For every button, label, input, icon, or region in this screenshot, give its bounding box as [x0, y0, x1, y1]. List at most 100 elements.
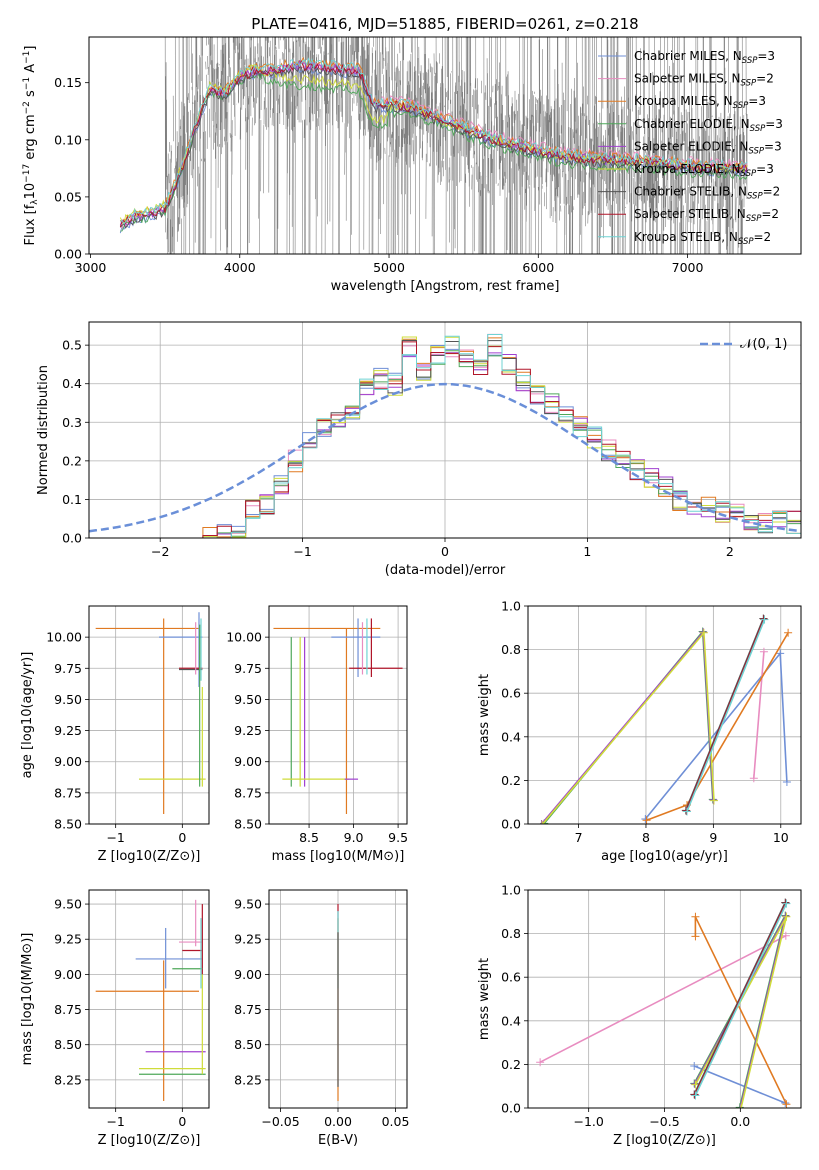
residual-histogram-chabrier-stelib [188, 340, 801, 538]
y-tick-label: 0.2 [501, 773, 521, 788]
x-axis-label: (data-model)/error [385, 563, 506, 578]
x-tick-label: 0.0 [730, 1114, 750, 1129]
y-label-part: ] [23, 46, 38, 51]
y-axis-label: mass [log10(M/M⊙)] [20, 933, 35, 1066]
y-axis-label: age [log10(age/yr)] [20, 652, 35, 779]
panels-layer: 3000 4000 5000 6000 70000.000.050.100.15Chab… [20, 36, 802, 1148]
x-axis-label: wavelength [Angstrom, rest frame] [331, 279, 560, 294]
y-tick-label: 0.0 [501, 817, 521, 832]
x-tick-label: 9.5 [388, 830, 408, 845]
y-tick-label: 0.4 [62, 376, 82, 391]
y-label-part: Flux [f [23, 204, 38, 245]
x-tick-label: −1.0 [573, 1114, 603, 1129]
y-tick-label: 8.75 [54, 785, 82, 800]
weight-marker [782, 912, 791, 921]
legend-label-sub: SSP [748, 146, 764, 156]
weight-marker [683, 807, 692, 816]
legend-label-main: Kroupa ELODIE, N [634, 162, 741, 176]
spectrum-plot-area [119, 37, 748, 254]
y-tick-label: 0.5 [62, 338, 82, 353]
y-tick-label: 10.00 [226, 630, 262, 645]
y-axis-label: mass weight [477, 958, 492, 1040]
weight-marker [537, 820, 546, 824]
y-tick-label: 9.00 [234, 967, 262, 982]
legend-label: Chabrier MILES, NSSP=3 [634, 49, 775, 66]
weight-marker [642, 816, 651, 824]
y-tick-label: 9.50 [234, 897, 262, 912]
legend-label-main: Kroupa MILES, N [634, 94, 733, 108]
axes-frame [88, 321, 802, 539]
y-tick-label: 8.75 [234, 1002, 262, 1017]
weight-marker [749, 774, 758, 783]
x-tick-label: 4000 [224, 260, 256, 275]
weight-marker [541, 820, 543, 824]
x-tick-label: 7000 [672, 260, 704, 275]
weight-marker [784, 628, 793, 637]
weight-marker [691, 932, 700, 941]
weight-marker [781, 931, 790, 940]
y-label-part: λ [30, 199, 40, 205]
weight-marker [782, 899, 791, 908]
y-label-part: −2 [22, 101, 32, 114]
y-tick-label: 0.1 [62, 492, 82, 507]
y-tick-label: 8.75 [234, 785, 262, 800]
y-tick-label: 9.00 [54, 754, 82, 769]
legend-label-suffix: =3 [765, 117, 783, 131]
weight-marker [536, 1058, 545, 1067]
weight-line-chabrier-miles [693, 1065, 786, 1104]
x-axis-label: mass [log10(M/M⊙)] [272, 849, 405, 864]
y-label-part: erg cm [23, 114, 38, 163]
legend-label: Chabrier ELODIE, NSSP=3 [634, 117, 783, 134]
spectrum-panel: 3000 4000 5000 6000 7000 0.00 0.05 0.10 0.15 Chab… [22, 36, 802, 294]
axes-frame [527, 605, 802, 825]
y-tick-label: 8.50 [234, 817, 262, 832]
x-tick-label: 0.00 [324, 1114, 352, 1129]
x-tick-label: 8 [642, 830, 650, 845]
x-tick-label: 9.0 [344, 830, 364, 845]
model-spectrum-kroupa-stelib [120, 57, 748, 225]
legend-label: Salpeter MILES, NSSP=2 [634, 72, 774, 89]
weight-marker [776, 649, 785, 658]
y-tick-label: 0.10 [54, 132, 82, 147]
y-tick-label: 9.00 [234, 754, 262, 769]
massweight-vs-Z-plot-area [536, 898, 791, 1108]
weight-line-kroupa-stelib [686, 619, 766, 812]
observed-spectrum [164, 37, 748, 254]
y-tick-label: 0.2 [501, 1057, 521, 1072]
y-tick-label: 0.4 [501, 1013, 521, 1028]
x-tick-label: −0.5 [649, 1114, 679, 1129]
y-label-part: −1 [22, 51, 32, 64]
legend-label: Salpeter STELIB, NSSP=2 [634, 207, 779, 224]
y-label-part: 10 [23, 183, 38, 200]
y-tick-label: 0.8 [501, 642, 521, 657]
y-axis-label: mass weight [477, 674, 492, 756]
y-tick-label: 0.0 [501, 1101, 521, 1116]
x-tick-label: 7 [575, 830, 583, 845]
weight-marker [782, 1100, 791, 1108]
legend-label: Chabrier STELIB, NSSP=2 [634, 185, 780, 202]
legend-label-suffix: =3 [748, 94, 766, 108]
axes-frame [88, 36, 802, 255]
x-tick-label: 10 [773, 830, 789, 845]
y-tick-label: 10.00 [46, 630, 82, 645]
x-axis-label: age [log10(age/yr)] [601, 849, 728, 864]
mass-vs-Z-panel: −1 0 8.25 8.50 8.75 9.00 9.25 9.50 Z [log10(Z/Z⊙… [20, 889, 210, 1148]
x-tick-label: 9 [709, 830, 717, 845]
weight-line-salpeter-miles [753, 651, 765, 779]
age-vs-mass-panel: 8.5 9.0 9.5 8.50 8.75 9.00 9.25 9.50 9.75 10.00 ma… [226, 605, 408, 864]
x-tick-label: −1 [293, 544, 311, 559]
age-vs-mass-plot-area [273, 618, 403, 815]
weight-line-chabrier-elodie [543, 629, 714, 824]
y-tick-label: 8.50 [54, 817, 82, 832]
x-tick-label: −2 [151, 544, 169, 559]
y-tick-label: 9.75 [234, 661, 262, 676]
weight-marker [690, 1061, 699, 1070]
massweight-vs-age-plot-area [537, 614, 793, 824]
weight-line-salpeter-miles [539, 935, 787, 1063]
x-tick-label: 0 [441, 544, 449, 559]
legend-label-suffix: =3 [764, 139, 782, 153]
residual-histogram-chabrier-miles [188, 345, 801, 538]
x-tick-label: −1 [106, 1114, 124, 1129]
legend-label: Kroupa STELIB, NSSP=2 [634, 230, 771, 247]
weight-marker [709, 796, 718, 805]
